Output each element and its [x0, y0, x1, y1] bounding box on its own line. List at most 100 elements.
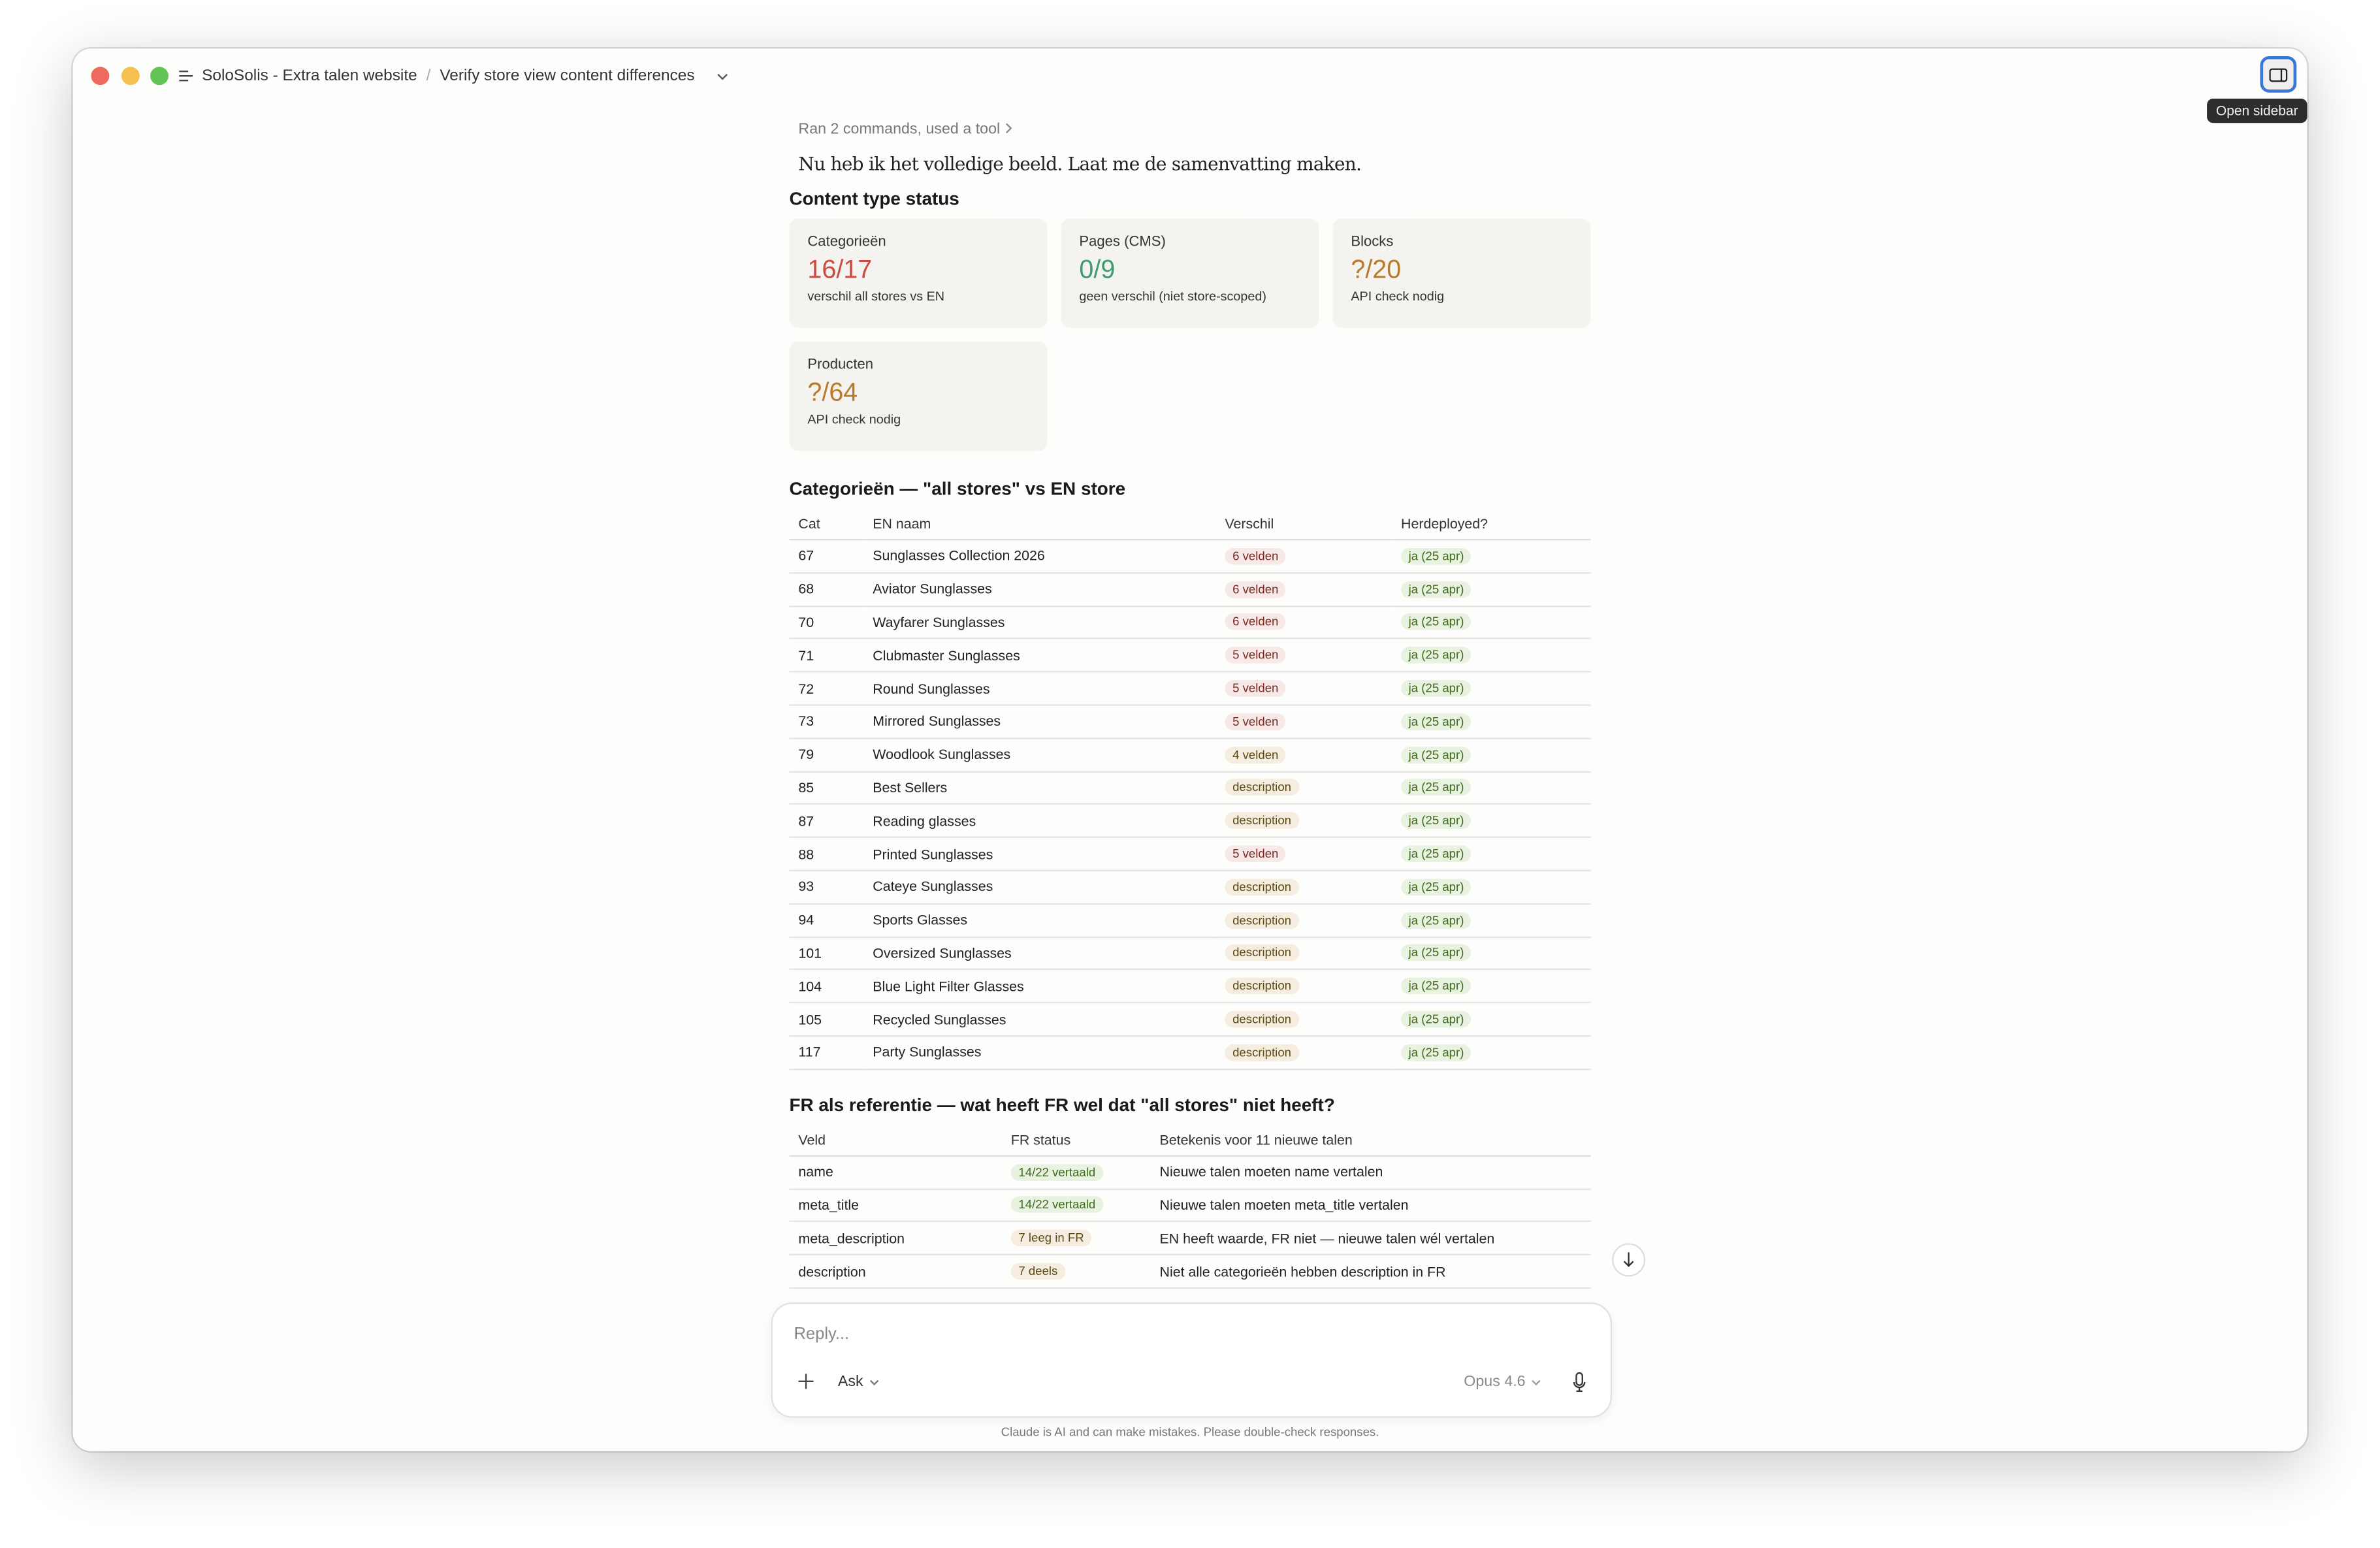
meaning: Nieuwe talen moeten name vertalen	[1150, 1155, 1591, 1189]
fr-table: Veld FR status Betekenis voor 11 nieuwe …	[789, 1124, 1591, 1289]
cat-id: 73	[789, 705, 864, 739]
cat-name: Aviator Sunglasses	[863, 572, 1216, 607]
difference-badge: description	[1225, 1010, 1299, 1028]
field-name: description	[789, 1255, 1002, 1289]
open-sidebar-button[interactable]	[2260, 56, 2297, 93]
table-row: 73 Mirrored Sunglasses 5 velden ja (25 a…	[789, 705, 1591, 739]
difference-cell: 6 velden	[1215, 605, 1392, 640]
cat-name: Clubmaster Sunglasses	[863, 639, 1216, 673]
fr-status-cell: 7 leeg in FR	[1001, 1221, 1151, 1256]
cat-name: Best Sellers	[863, 771, 1216, 805]
redeployed-badge: ja (25 apr)	[1401, 978, 1472, 995]
fr-status-badge: 14/22 vertaald	[1010, 1197, 1103, 1214]
maximize-window-button[interactable]	[150, 67, 169, 86]
difference-badge: description	[1225, 879, 1299, 895]
redeployed-badge: ja (25 apr)	[1401, 879, 1472, 895]
cat-name: Printed Sunglasses	[863, 837, 1216, 871]
sidebar-icon	[2269, 67, 2288, 82]
cat-id: 93	[789, 870, 864, 905]
redeployed-cell: ja (25 apr)	[1392, 1003, 1591, 1037]
table-row: 93 Cateye Sunglasses description ja (25 …	[789, 870, 1591, 905]
reply-input[interactable]: Reply...	[794, 1325, 850, 1344]
fr-status-badge: 7 leeg in FR	[1010, 1229, 1092, 1247]
cat-name: Round Sunglasses	[863, 671, 1216, 706]
cat-id: 105	[789, 1003, 864, 1037]
column-header: Cat	[789, 508, 864, 541]
microphone-icon[interactable]	[1573, 1372, 1586, 1393]
difference-badge: 5 velden	[1225, 845, 1287, 863]
cat-name: Sunglasses Collection 2026	[863, 540, 1216, 573]
status-card: Pages (CMS) 0/9 geen verschil (niet stor…	[1061, 218, 1319, 328]
redeployed-badge: ja (25 apr)	[1401, 614, 1472, 631]
difference-cell: description	[1215, 1003, 1392, 1037]
mode-selector[interactable]: Ask	[838, 1374, 878, 1391]
redeployed-cell: ja (25 apr)	[1392, 837, 1591, 871]
difference-cell: description	[1215, 937, 1392, 971]
difference-badge: 5 velden	[1225, 680, 1287, 697]
close-window-button[interactable]	[91, 67, 110, 86]
redeployed-badge: ja (25 apr)	[1401, 581, 1472, 598]
card-label: Blocks	[1351, 233, 1394, 251]
chat-title[interactable]: Verify store view content differences	[440, 67, 695, 86]
redeployed-badge: ja (25 apr)	[1401, 779, 1472, 796]
card-label: Pages (CMS)	[1079, 233, 1166, 251]
fr-status-cell: 7 deels	[1001, 1255, 1151, 1289]
model-selector[interactable]: Opus 4.6	[1464, 1374, 1541, 1391]
table-row: 104 Blue Light Filter Glasses descriptio…	[789, 969, 1591, 1004]
plus-icon[interactable]	[798, 1374, 814, 1389]
table-row: 94 Sports Glasses description ja (25 apr…	[789, 903, 1591, 938]
menu-icon[interactable]	[179, 70, 193, 82]
cat-id: 70	[789, 605, 864, 640]
scroll-to-bottom-button[interactable]	[1612, 1243, 1646, 1277]
tool-summary-toggle[interactable]: Ran 2 commands, used a tool	[798, 121, 1590, 138]
redeployed-cell: ja (25 apr)	[1392, 870, 1591, 905]
redeployed-badge: ja (25 apr)	[1401, 845, 1472, 863]
tool-summary-text: Ran 2 commands, used a tool	[798, 121, 1001, 138]
table-row: 101 Oversized Sunglasses description ja …	[789, 937, 1591, 971]
difference-cell: 5 velden	[1215, 705, 1392, 739]
cat-name: Woodlook Sunglasses	[863, 738, 1216, 772]
tooltip: Open sidebar	[2206, 99, 2308, 123]
categories-table: Cat EN naam Verschil Herdeployed? 67 Sun…	[789, 508, 1591, 1070]
difference-cell: description	[1215, 870, 1392, 905]
card-label: Producten	[807, 357, 874, 374]
difference-cell: description	[1215, 1036, 1392, 1070]
table-row: 67 Sunglasses Collection 2026 6 velden j…	[789, 540, 1591, 573]
reply-composer: Reply... Ask Opus 4.6	[771, 1302, 1613, 1418]
redeployed-badge: ja (25 apr)	[1401, 647, 1472, 664]
redeployed-badge: ja (25 apr)	[1401, 911, 1472, 929]
chevron-down-icon	[1532, 1379, 1541, 1385]
difference-badge: description	[1225, 812, 1299, 830]
message-text: Nu heb ik het volledige beeld. Laat me d…	[798, 153, 1362, 175]
table-row: 85 Best Sellers description ja (25 apr)	[789, 771, 1591, 805]
card-value: 16/17	[807, 255, 873, 284]
redeployed-cell: ja (25 apr)	[1392, 738, 1591, 772]
project-breadcrumb[interactable]: SoloSolis - Extra talen website	[202, 67, 417, 86]
redeployed-cell: ja (25 apr)	[1392, 903, 1591, 938]
card-subtext: verschil all stores vs EN	[807, 288, 945, 304]
cat-name: Oversized Sunglasses	[863, 937, 1216, 971]
difference-badge: 5 velden	[1225, 713, 1287, 730]
chevron-down-icon[interactable]	[716, 72, 728, 80]
redeployed-cell: ja (25 apr)	[1392, 540, 1591, 573]
cat-id: 85	[789, 771, 864, 805]
difference-badge: description	[1225, 779, 1299, 796]
table-row: 68 Aviator Sunglasses 6 velden ja (25 ap…	[789, 572, 1591, 607]
difference-cell: 6 velden	[1215, 540, 1392, 573]
redeployed-badge: ja (25 apr)	[1401, 713, 1472, 730]
model-label: Opus 4.6	[1464, 1374, 1526, 1391]
cat-name: Mirrored Sunglasses	[863, 705, 1216, 739]
cat-id: 72	[789, 671, 864, 706]
chevron-right-icon	[1005, 123, 1012, 134]
redeployed-cell: ja (25 apr)	[1392, 1036, 1591, 1070]
redeployed-cell: ja (25 apr)	[1392, 771, 1591, 805]
disclaimer: Claude is AI and can make mistakes. Plea…	[1001, 1425, 1379, 1440]
cat-name: Blue Light Filter Glasses	[863, 969, 1216, 1004]
redeployed-cell: ja (25 apr)	[1392, 969, 1591, 1004]
minimize-window-button[interactable]	[121, 67, 140, 86]
redeployed-cell: ja (25 apr)	[1392, 639, 1591, 673]
difference-badge: description	[1225, 911, 1299, 929]
column-header: EN naam	[863, 508, 1216, 541]
column-header: FR status	[1001, 1124, 1151, 1157]
chevron-down-icon	[869, 1379, 878, 1385]
